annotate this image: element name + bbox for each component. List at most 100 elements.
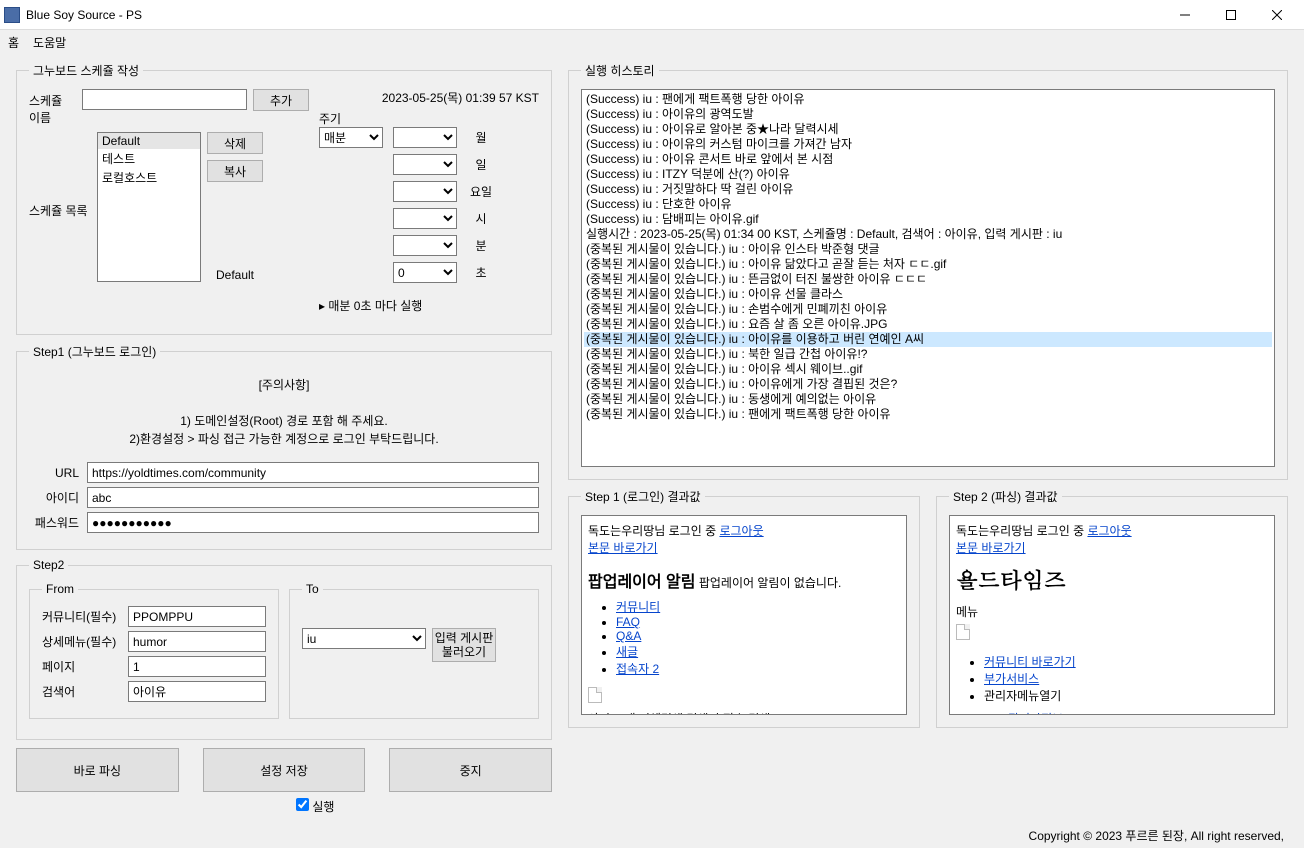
cycle-sec-select[interactable]: 0 (393, 262, 457, 283)
titlebar: Blue Soy Source - PS (0, 0, 1304, 30)
default-label: Default (207, 268, 263, 282)
history-line[interactable]: (중복된 게시물이 있습니다.) iu : 손범수에게 민폐끼친 아이유 (584, 302, 1272, 317)
history-line[interactable]: (중복된 게시물이 있습니다.) iu : 아이유 선물 클라스 (584, 287, 1272, 302)
step2-legend: Step2 (29, 558, 68, 572)
document-icon (588, 687, 602, 703)
history-line[interactable]: (Success) iu : 담배피는 아이유.gif (584, 212, 1272, 227)
close-button[interactable] (1254, 0, 1300, 30)
result-link[interactable]: Q&A (616, 629, 641, 643)
step1-legend: Step1 (그누보드 로그인) (29, 343, 160, 360)
history-line[interactable]: (중복된 게시물이 있습니다.) iu : 뜬금없이 터진 불쌍한 아이유 ㄷㄷ… (584, 272, 1272, 287)
detailmenu-input[interactable] (128, 631, 266, 652)
result-link[interactable]: 관리자정보 (1008, 712, 1063, 715)
cycle-val-select[interactable] (393, 154, 457, 175)
exec-checkbox-label[interactable]: 실행 (296, 800, 334, 814)
result2-legend: Step 2 (파싱) 결과값 (949, 488, 1062, 505)
history-line[interactable]: (중복된 게시물이 있습니다.) iu : 아이유 닮았다고 곧잘 듣는 처자 … (584, 257, 1272, 272)
history-line[interactable]: (중복된 게시물이 있습니다.) iu : 팬에게 팩트폭행 당한 아이유 (584, 407, 1272, 422)
history-line[interactable]: (중복된 게시물이 있습니다.) iu : 북한 일급 간첩 아이유!? (584, 347, 1272, 362)
caution-2: 2)환경설정 > 파싱 접근 가능한 계정으로 로그인 부탁드립니다. (29, 430, 539, 448)
cycle-note: ▸ 매분 0초 마다 실행 (319, 297, 539, 314)
history-line[interactable]: (Success) iu : 거짓말하다 딱 걸린 아이유 (584, 182, 1272, 197)
id-label: 아이디 (29, 489, 79, 506)
history-group: 실행 히스토리 (Success) iu : 팬에게 팩트폭행 당한 아이유(S… (568, 62, 1288, 480)
app-icon (4, 7, 20, 23)
cycle-val-select[interactable] (393, 181, 457, 202)
schedule-group: 그누보드 스케쥴 작성 스케쥴 이름 추가 스케쥴 목록 Default테스트로… (16, 62, 552, 335)
search-input[interactable] (128, 681, 266, 702)
schedule-name-label: 스케쥴 이름 (29, 89, 76, 126)
result2-pane[interactable]: 독도는우리땅님 로그인 중 로그아웃 본문 바로가기 욜드타임즈 메뉴 커뮤니티… (949, 515, 1275, 715)
result-link[interactable]: 접속자 2 (616, 662, 659, 676)
step1-group: Step1 (그누보드 로그인) [주의사항] 1) 도메인설정(Root) 경… (16, 343, 552, 550)
pw-label: 패스워드 (29, 514, 79, 531)
copyright: Copyright © 2023 푸르른 된장, All right reser… (0, 823, 1304, 848)
caution-title: [주의사항] (29, 376, 539, 394)
cycle-val-select[interactable] (393, 208, 457, 229)
result1-pane[interactable]: 독도는우리땅님 로그인 중 로그아웃 본문 바로가기 팝업레이어 알림 팝업레이… (581, 515, 907, 715)
result-link[interactable]: 부가서비스 (984, 672, 1039, 686)
schedule-name-input[interactable] (82, 89, 247, 110)
url-input[interactable] (87, 462, 539, 483)
result2-group: Step 2 (파싱) 결과값 독도는우리땅님 로그인 중 로그아웃 본문 바로… (936, 488, 1288, 728)
schedule-list-label: 스케쥴 목록 (29, 132, 91, 219)
copy-button[interactable]: 복사 (207, 160, 263, 182)
page-input[interactable] (128, 656, 266, 677)
history-listbox[interactable]: (Success) iu : 팬에게 팩트폭행 당한 아이유(Success) … (581, 89, 1275, 467)
save-settings-button[interactable]: 설정 저장 (203, 748, 366, 792)
result-link[interactable]: 커뮤니티 바로가기 (984, 655, 1076, 669)
history-line[interactable]: (Success) iu : 아이유의 커스텀 마이크를 가져간 남자 (584, 137, 1272, 152)
result-link[interactable]: FAQ (616, 615, 640, 629)
from-legend: From (42, 582, 78, 596)
history-legend: 실행 히스토리 (581, 62, 659, 79)
menu-help[interactable]: 도움말 (33, 34, 66, 51)
pw-input[interactable] (87, 512, 539, 533)
history-line[interactable]: (중복된 게시물이 있습니다.) iu : 아이유 인스타 박준형 댓글 (584, 242, 1272, 257)
body-link[interactable]: 본문 바로가기 (588, 541, 658, 555)
stop-button[interactable]: 중지 (389, 748, 552, 792)
cycle-unit-select[interactable]: 매분 (319, 127, 383, 148)
schedule-list-item[interactable]: 테스트 (98, 149, 200, 168)
history-line[interactable]: (Success) iu : 아이유 콘서트 바로 앞에서 본 시점 (584, 152, 1272, 167)
cycle-group: 주기 매분월일요일시분0초 ▸ 매분 0초 마다 실행 (319, 110, 539, 314)
community-input[interactable] (128, 606, 266, 627)
community-label: 커뮤니티(필수) (42, 608, 120, 625)
schedule-legend: 그누보드 스케쥴 작성 (29, 62, 143, 79)
logout-link[interactable]: 로그아웃 (719, 524, 763, 538)
history-line[interactable]: (중복된 게시물이 있습니다.) iu : 아이유에게 가장 결핍된 것은? (584, 377, 1272, 392)
body-link-2[interactable]: 본문 바로가기 (956, 541, 1026, 555)
cycle-legend: 주기 (319, 110, 341, 127)
history-line[interactable]: (중복된 게시물이 있습니다.) iu : 동생에게 예의없는 아이유 (584, 392, 1272, 407)
menu-home[interactable]: 홈 (8, 34, 19, 51)
history-line[interactable]: (Success) iu : 팬에게 팩트폭행 당한 아이유 (584, 92, 1272, 107)
result-link[interactable]: 커뮤니티 (616, 600, 660, 614)
load-boards-button[interactable]: 입력 게시판 불러오기 (432, 628, 496, 662)
history-line[interactable]: (Success) iu : 단호한 아이유 (584, 197, 1272, 212)
result-link[interactable]: 새글 (616, 645, 638, 659)
logout-link-2[interactable]: 로그아웃 (1087, 524, 1131, 538)
minimize-button[interactable] (1162, 0, 1208, 30)
url-label: URL (29, 466, 79, 480)
cycle-val-select[interactable] (393, 235, 457, 256)
parse-now-button[interactable]: 바로 파싱 (16, 748, 179, 792)
schedule-list-item[interactable]: Default (98, 133, 200, 149)
history-line[interactable]: (중복된 게시물이 있습니다.) iu : 아이유 섹시 웨이브..gif (584, 362, 1272, 377)
exec-checkbox[interactable] (296, 798, 309, 811)
schedule-listbox[interactable]: Default테스트로컬호스트 (97, 132, 201, 282)
cycle-val-select[interactable] (393, 127, 457, 148)
history-line[interactable]: (Success) iu : ITZY 덕분에 산(?) 아이유 (584, 167, 1272, 182)
history-line[interactable]: (Success) iu : 아이유로 알아본 중★나라 달력시세 (584, 122, 1272, 137)
history-line[interactable]: (중복된 게시물이 있습니다.) iu : 아이유를 이용하고 버린 연예인 A… (584, 332, 1272, 347)
menubar: 홈 도움말 (0, 30, 1304, 54)
datetime-display: 2023-05-25(목) 01:39 57 KST (319, 89, 539, 106)
add-button[interactable]: 추가 (253, 89, 309, 111)
history-line[interactable]: (중복된 게시물이 있습니다.) iu : 요즘 살 좀 오른 아이유.JPG (584, 317, 1272, 332)
history-line[interactable]: 실행시간 : 2023-05-25(목) 01:34 00 KST, 스케쥴명 … (584, 227, 1272, 242)
schedule-list-item[interactable]: 로컬호스트 (98, 168, 200, 187)
history-line[interactable]: (Success) iu : 아이유의 광역도발 (584, 107, 1272, 122)
delete-button[interactable]: 삭제 (207, 132, 263, 154)
document-icon (956, 624, 970, 640)
id-input[interactable] (87, 487, 539, 508)
maximize-button[interactable] (1208, 0, 1254, 30)
board-select[interactable]: iu (302, 628, 426, 649)
